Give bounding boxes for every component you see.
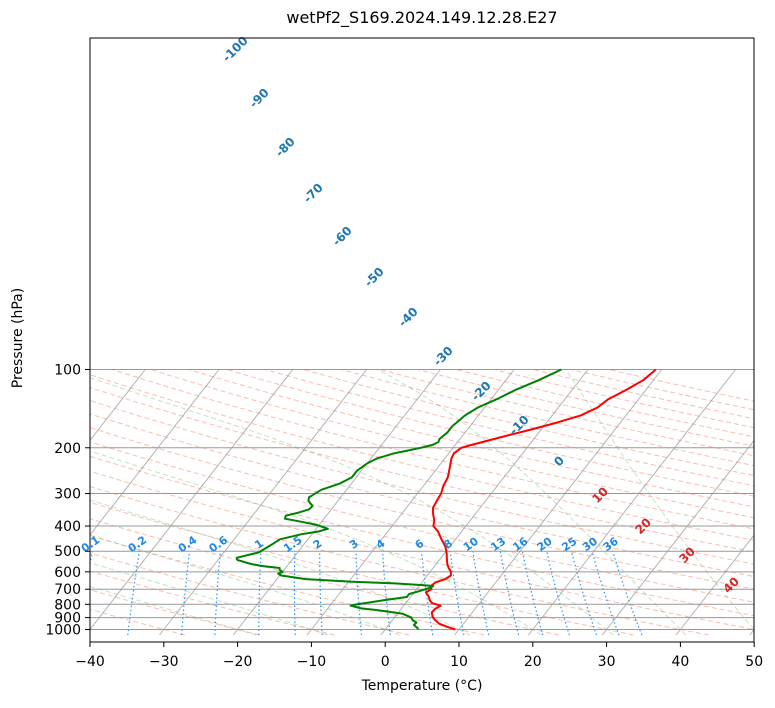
isotherm-line bbox=[601, 439, 754, 636]
isotherm-line bbox=[675, 534, 754, 636]
y-tick-label: 900 bbox=[54, 611, 81, 627]
y-tick-label: 600 bbox=[54, 565, 81, 581]
x-tick-label: 40 bbox=[671, 654, 689, 670]
y-tick-label: 300 bbox=[54, 487, 81, 503]
dry-adiabat-line bbox=[90, 386, 754, 553]
y-tick-label: 400 bbox=[54, 519, 81, 535]
dry-adiabat-line bbox=[532, 369, 754, 420]
mixing-ratio-label: 4 bbox=[374, 537, 388, 552]
dry-adiabat-line bbox=[494, 369, 754, 429]
mixing-ratio-line bbox=[449, 551, 465, 636]
isotherm-line bbox=[90, 369, 146, 442]
mixing-ratio-label: 2 bbox=[311, 537, 325, 552]
x-tick-label: 20 bbox=[524, 654, 542, 670]
mixing-ratio-label: 0.4 bbox=[176, 533, 200, 555]
dry-adiabat-label: -30 bbox=[431, 344, 456, 369]
y-tick-label: 500 bbox=[54, 544, 81, 560]
mixing-ratio-line bbox=[214, 551, 221, 636]
dry-adiabat-line bbox=[90, 552, 410, 636]
y-tick-label: 1000 bbox=[45, 623, 81, 639]
mixing-ratio-line bbox=[319, 551, 323, 636]
mixing-ratio-label: 1.5 bbox=[281, 533, 304, 555]
chart-title: wetPf2_S169.2024.149.12.28.E27 bbox=[286, 8, 558, 27]
dry-adiabat-line bbox=[112, 369, 754, 530]
moist-adiabat-label: 40 bbox=[720, 574, 742, 596]
moist-adiabat-line bbox=[90, 450, 542, 636]
mixing-ratio-line bbox=[570, 551, 598, 636]
moist-adiabat-label: 20 bbox=[632, 515, 654, 537]
mixing-ratio-line bbox=[258, 551, 262, 635]
temperature-profile-line bbox=[424, 368, 657, 631]
mixing-ratio-label: 6 bbox=[413, 537, 427, 552]
moist-adiabat-line bbox=[565, 369, 754, 631]
dry-adiabat-line bbox=[90, 374, 754, 541]
plot-frame bbox=[89, 37, 755, 643]
moist-adiabat-line bbox=[90, 499, 471, 636]
x-tick-label: 50 bbox=[745, 654, 763, 670]
dry-adiabat-line bbox=[90, 427, 754, 590]
moist-adiabat-line bbox=[377, 369, 687, 636]
isotherm-line bbox=[90, 369, 294, 631]
dry-adiabat-label: -60 bbox=[330, 224, 355, 249]
isotherm-line bbox=[380, 369, 589, 636]
isotherm-line bbox=[159, 369, 367, 636]
mixing-ratio-line bbox=[293, 551, 296, 636]
moist-adiabat-line bbox=[90, 562, 329, 636]
isotherm-line bbox=[528, 369, 736, 636]
isotherm-line bbox=[90, 369, 220, 536]
moist-adiabat-line bbox=[90, 585, 257, 636]
dry-adiabat-line bbox=[264, 369, 754, 487]
x-tick-label: −20 bbox=[223, 654, 253, 670]
dry-adiabat-line bbox=[90, 518, 560, 636]
mixing-ratio-line bbox=[591, 551, 620, 636]
dry-adiabat-line bbox=[379, 369, 754, 457]
isotherm-line bbox=[232, 369, 441, 636]
isotherm-line bbox=[454, 369, 663, 636]
x-tick-label: 30 bbox=[598, 654, 616, 670]
x-tick-label: −40 bbox=[75, 654, 105, 670]
dry-adiabat-label: -70 bbox=[301, 181, 326, 206]
x-tick-label: 0 bbox=[381, 654, 390, 670]
dry-adiabat-label: -40 bbox=[396, 305, 421, 330]
y-tick-label: 800 bbox=[54, 597, 81, 613]
dry-adiabat-line bbox=[90, 486, 709, 636]
mixing-ratio-line bbox=[521, 551, 544, 636]
dry-adiabat-line bbox=[188, 369, 754, 508]
moist-adiabat-label: 30 bbox=[676, 544, 698, 566]
dry-adiabat-line bbox=[90, 455, 754, 617]
dry-adiabat-line bbox=[90, 441, 754, 603]
moist-adiabat-line bbox=[90, 377, 614, 636]
x-tick-label: −30 bbox=[149, 654, 179, 670]
y-tick-label: 100 bbox=[54, 363, 81, 379]
dewpoint-profile-line bbox=[235, 368, 562, 630]
moist-adiabat-line bbox=[90, 534, 400, 636]
dry-adiabat-label: -50 bbox=[362, 265, 387, 290]
dry-adiabat-line bbox=[455, 369, 754, 438]
x-tick-label: −10 bbox=[297, 654, 327, 670]
dry-adiabat-line bbox=[90, 470, 754, 630]
dry-adiabat-label: -90 bbox=[247, 86, 272, 111]
mixing-ratio-line bbox=[546, 551, 570, 636]
mixing-ratio-line bbox=[612, 551, 643, 636]
dry-adiabat-line bbox=[417, 369, 754, 447]
isotherm-line bbox=[306, 369, 515, 636]
dry-adiabat-label: -80 bbox=[273, 135, 298, 160]
y-tick-label: 700 bbox=[54, 582, 81, 598]
mixing-ratio-line bbox=[472, 551, 490, 636]
x-axis-label: Temperature (°C) bbox=[361, 678, 483, 694]
dry-adiabat-line bbox=[90, 400, 754, 565]
y-tick-label: 200 bbox=[54, 441, 81, 457]
dry-adiabat-line bbox=[90, 589, 260, 636]
moist-adiabat-label: 10 bbox=[589, 484, 611, 506]
dry-adiabat-line bbox=[90, 608, 185, 636]
mixing-ratio-line bbox=[355, 551, 363, 636]
dry-adiabat-line bbox=[90, 570, 335, 636]
mixing-ratio-line bbox=[382, 551, 391, 636]
x-tick-label: 10 bbox=[450, 654, 468, 670]
